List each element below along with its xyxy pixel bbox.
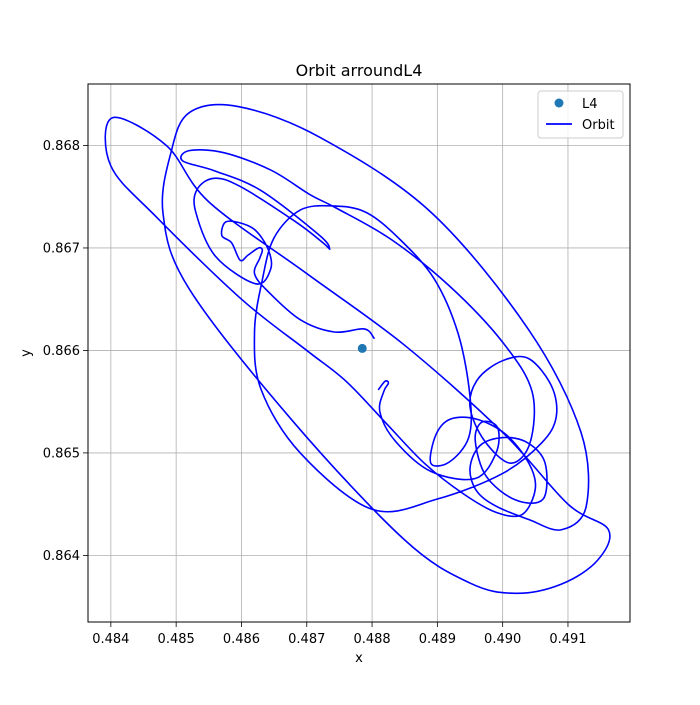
x-tick-label: 0.485 bbox=[158, 632, 195, 647]
y-tick-label: 0.868 bbox=[43, 139, 80, 154]
y-tick-label: 0.865 bbox=[43, 446, 80, 461]
legend-label-orbit: Orbit bbox=[582, 118, 615, 133]
x-axis-label: x bbox=[355, 651, 363, 666]
y-tick-label: 0.866 bbox=[43, 344, 80, 359]
x-tick-label: 0.490 bbox=[484, 632, 521, 647]
data-marks bbox=[104, 103, 611, 595]
chart-title: Orbit arroundL4 bbox=[296, 61, 423, 80]
y-tick-label: 0.864 bbox=[43, 549, 80, 564]
legend: L4 Orbit bbox=[537, 90, 624, 139]
x-axis-ticks: 0.484 0.485 0.486 0.487 0.488 0.489 0.490 0.491 bbox=[92, 622, 587, 647]
l4-point bbox=[357, 343, 367, 353]
plot-area bbox=[88, 84, 630, 622]
x-tick-label: 0.484 bbox=[92, 632, 129, 647]
y-axis-ticks: 0.864 0.865 0.866 0.867 0.868 bbox=[43, 139, 88, 564]
x-tick-label: 0.488 bbox=[353, 632, 390, 647]
plot-frame bbox=[87, 83, 631, 623]
x-tick-label: 0.486 bbox=[223, 632, 260, 647]
x-tick-label: 0.487 bbox=[288, 632, 325, 647]
x-tick-label: 0.491 bbox=[549, 632, 586, 647]
y-tick-label: 0.867 bbox=[43, 241, 80, 256]
x-tick-label: 0.489 bbox=[419, 632, 456, 647]
orbit-line bbox=[104, 103, 611, 595]
legend-label-l4: L4 bbox=[582, 97, 598, 112]
y-axis-label: y bbox=[19, 349, 34, 357]
legend-marker-l4 bbox=[554, 98, 564, 108]
